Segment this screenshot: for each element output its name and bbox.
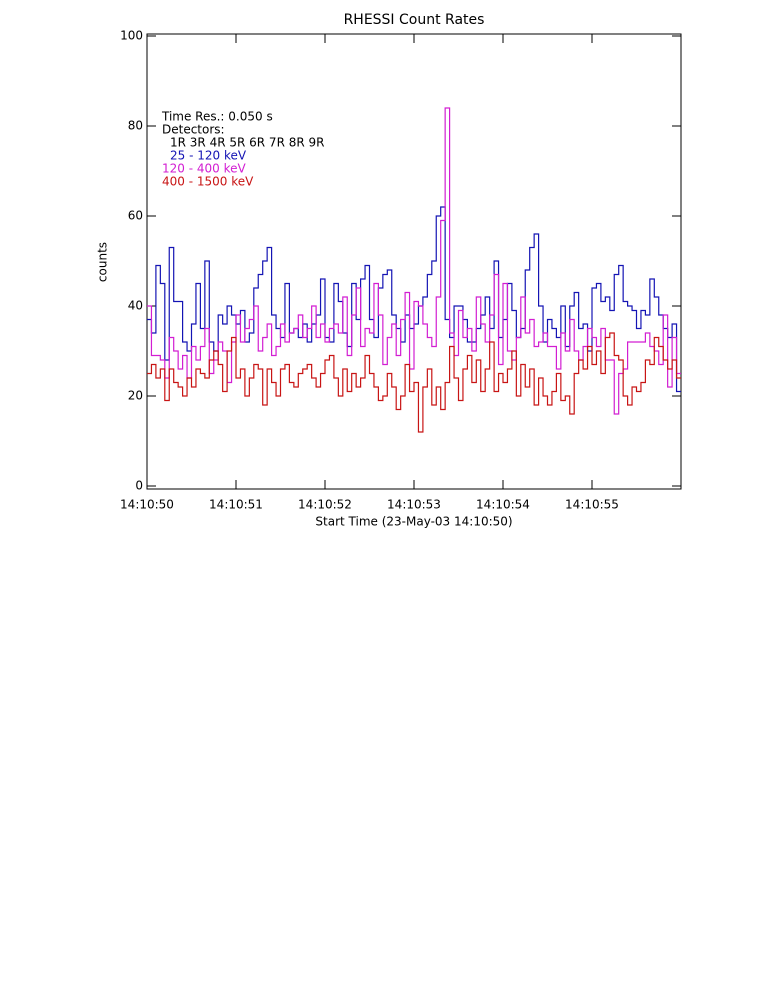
- legend-entry: 120 - 400 keV: [162, 162, 246, 176]
- series-line: [147, 332, 681, 433]
- x-tick-label: 14:10:52: [298, 498, 352, 512]
- y-tick-label: 100: [120, 29, 143, 43]
- annotation: Time Res.: 0.050 s: [161, 110, 273, 124]
- y-tick-label: 0: [135, 479, 143, 493]
- annotation: 1R 3R 4R 5R 6R 7R 8R 9R: [170, 136, 324, 150]
- x-tick-label: 14:10:54: [476, 498, 530, 512]
- y-tick-label: 80: [128, 119, 143, 133]
- x-axis-title: Start Time (23-May-03 14:10:50): [315, 515, 512, 529]
- legend-entry: 25 - 120 keV: [170, 149, 247, 163]
- x-tick-label: 14:10:53: [387, 498, 441, 512]
- y-tick-label: 20: [128, 389, 143, 403]
- y-tick-label: 60: [128, 209, 143, 223]
- annotation: Detectors:: [162, 123, 225, 137]
- x-tick-label: 14:10:55: [565, 498, 619, 512]
- series-line: [147, 107, 681, 415]
- x-tick-label: 14:10:51: [209, 498, 263, 512]
- x-tick-label: 14:10:50: [120, 498, 174, 512]
- y-tick-label: 40: [128, 299, 143, 313]
- chart-title: RHESSI Count Rates: [344, 12, 485, 28]
- legend-entry: 400 - 1500 keV: [162, 175, 254, 189]
- y-axis-title: counts: [96, 242, 110, 282]
